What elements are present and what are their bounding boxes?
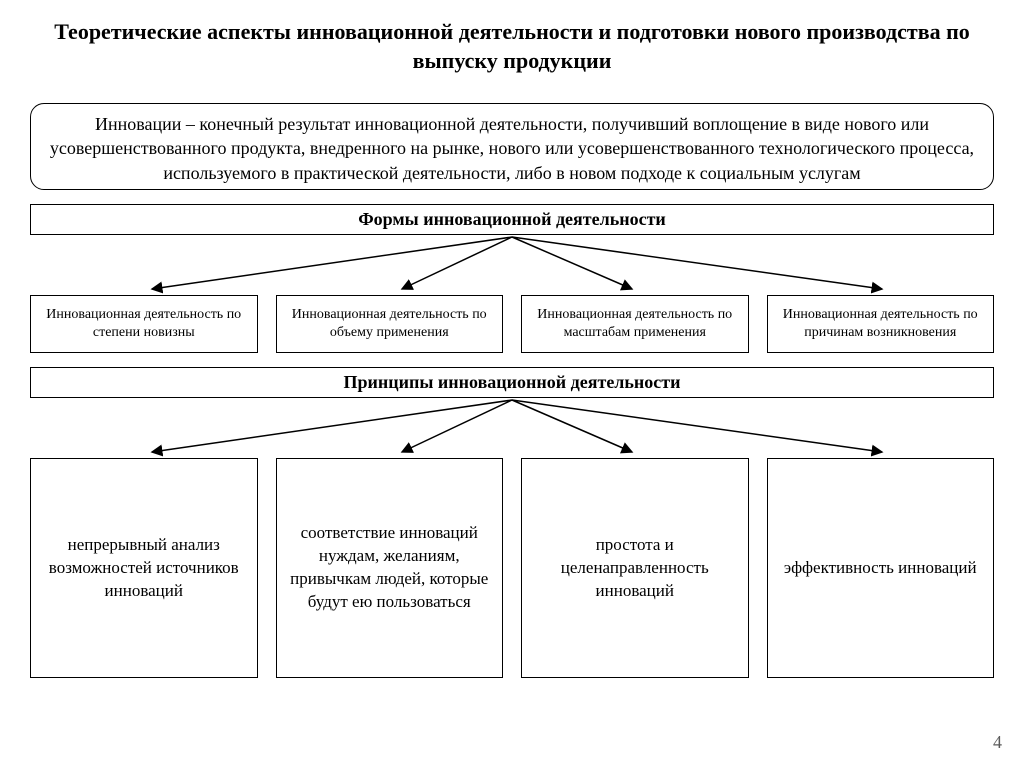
forms-row: Инновационная деятельность по степени но… [30, 295, 994, 353]
forms-arrows [32, 235, 992, 295]
principles-row: непрерывный анализ возможностей источник… [30, 458, 994, 678]
forms-item: Инновационная деятельность по масштабам … [521, 295, 749, 353]
principles-header: Принципы инновационной деятельности [30, 367, 994, 398]
principles-item: эффективность инноваций [767, 458, 995, 678]
principles-item: непрерывный анализ возможностей источник… [30, 458, 258, 678]
definition-box: Инновации – конечный результат инновацио… [30, 103, 994, 190]
forms-item: Инновационная деятельность по причинам в… [767, 295, 995, 353]
forms-item: Инновационная деятельность по объему при… [276, 295, 504, 353]
page-number: 4 [993, 732, 1002, 753]
page-title: Теоретические аспекты инновационной деят… [22, 18, 1002, 75]
principles-item: простота и целенаправленность инноваций [521, 458, 749, 678]
forms-item: Инновационная деятельность по степени но… [30, 295, 258, 353]
forms-header: Формы инновационной деятельности [30, 204, 994, 235]
principles-item: соответствие инноваций нуждам, желаниям,… [276, 458, 504, 678]
principles-arrows [32, 398, 992, 458]
